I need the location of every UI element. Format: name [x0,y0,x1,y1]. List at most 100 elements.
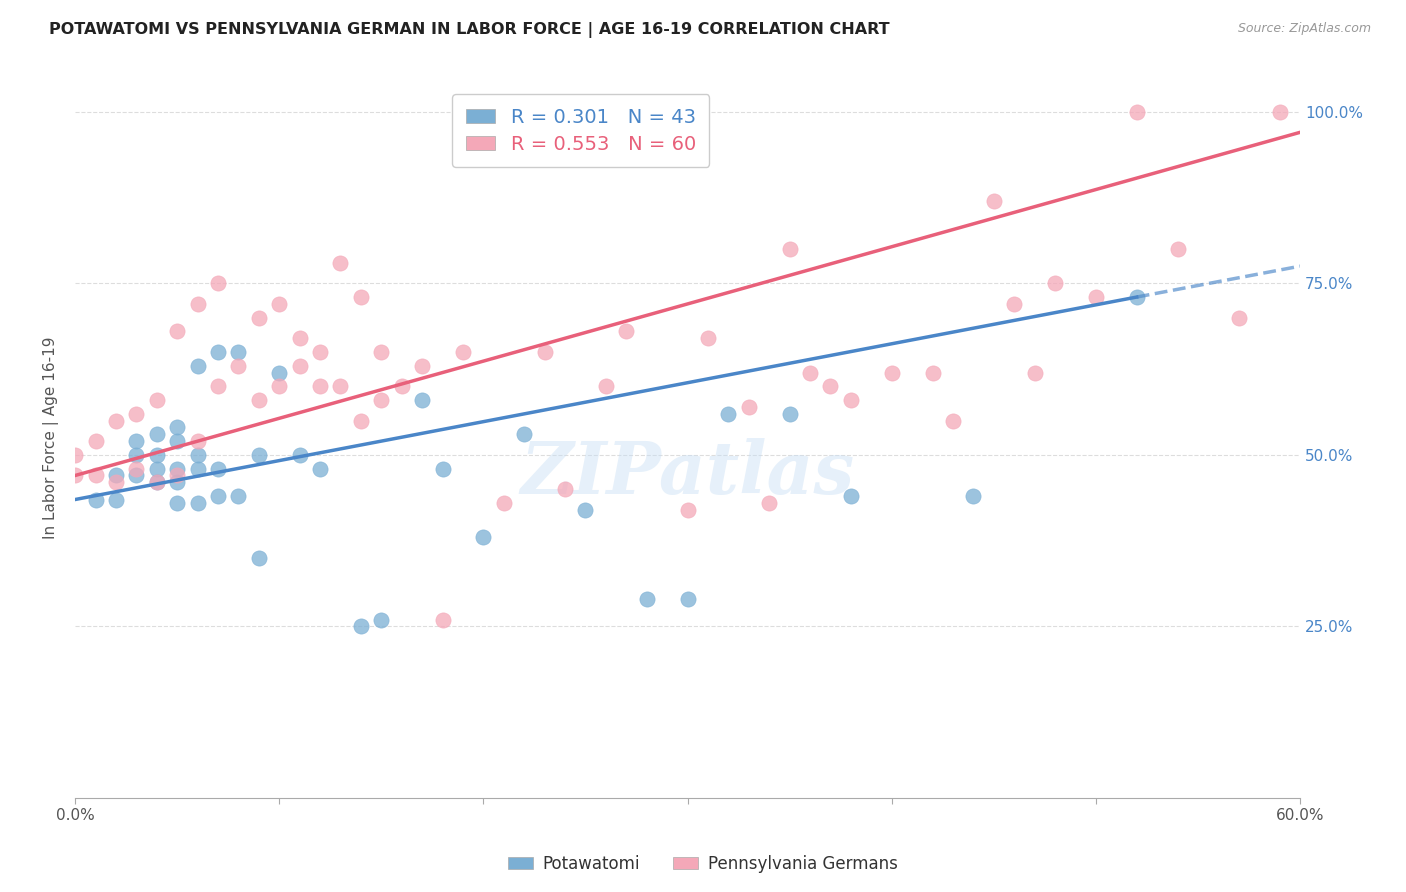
Point [187,297,209,311]
Point [697,331,720,345]
Point [187,496,209,510]
Point [614,324,637,338]
Point [228,345,250,359]
Point [145,427,167,442]
Point [166,461,188,475]
Point [350,290,373,304]
Point [104,414,127,428]
Point [269,366,291,380]
Point [1084,290,1107,304]
Point [370,345,392,359]
Point [472,530,495,544]
Text: Source: ZipAtlas.com: Source: ZipAtlas.com [1237,22,1371,36]
Y-axis label: In Labor Force | Age 16-19: In Labor Force | Age 16-19 [44,336,59,539]
Point [921,366,943,380]
Point [370,613,392,627]
Point [391,379,413,393]
Point [104,468,127,483]
Point [942,414,965,428]
Point [574,503,596,517]
Point [166,496,188,510]
Point [207,461,229,475]
Point [187,448,209,462]
Point [145,475,167,490]
Point [1227,310,1250,325]
Point [145,475,167,490]
Point [63,448,86,462]
Point [125,434,148,449]
Point [839,392,862,407]
Point [207,489,229,503]
Point [717,407,740,421]
Point [1043,277,1066,291]
Point [125,448,148,462]
Point [411,359,433,373]
Point [247,550,270,565]
Point [1268,104,1291,119]
Point [983,194,1005,208]
Point [370,392,392,407]
Point [451,345,474,359]
Point [63,468,86,483]
Point [880,366,903,380]
Point [187,434,209,449]
Text: ZIPatlas: ZIPatlas [520,438,855,509]
Point [125,468,148,483]
Point [166,475,188,490]
Point [166,324,188,338]
Point [309,461,332,475]
Point [166,434,188,449]
Point [820,379,842,393]
Point [676,592,699,607]
Point [799,366,821,380]
Point [104,475,127,490]
Legend: Potawatomi, Pennsylvania Germans: Potawatomi, Pennsylvania Germans [501,848,905,880]
Point [350,619,373,633]
Point [839,489,862,503]
Point [269,379,291,393]
Point [309,345,332,359]
Point [309,379,332,393]
Point [187,359,209,373]
Point [166,468,188,483]
Point [288,331,311,345]
Point [1024,366,1046,380]
Point [533,345,555,359]
Point [269,297,291,311]
Point [228,489,250,503]
Point [247,448,270,462]
Point [350,414,373,428]
Point [145,392,167,407]
Point [432,461,454,475]
Point [207,277,229,291]
Text: POTAWATOMI VS PENNSYLVANIA GERMAN IN LABOR FORCE | AGE 16-19 CORRELATION CHART: POTAWATOMI VS PENNSYLVANIA GERMAN IN LAB… [49,22,890,38]
Point [1125,290,1147,304]
Point [288,448,311,462]
Point [329,379,352,393]
Point [432,613,454,627]
Point [676,503,699,517]
Point [187,461,209,475]
Point [228,359,250,373]
Point [247,392,270,407]
Point [513,427,536,442]
Point [1125,104,1147,119]
Point [125,407,148,421]
Point [84,468,107,483]
Point [84,492,107,507]
Point [1167,242,1189,256]
Point [758,496,780,510]
Point [554,482,576,496]
Point [288,359,311,373]
Point [738,400,761,414]
Point [492,496,515,510]
Point [247,310,270,325]
Point [595,379,617,393]
Point [207,379,229,393]
Point [145,461,167,475]
Point [145,448,167,462]
Point [962,489,984,503]
Point [125,461,148,475]
Point [166,420,188,434]
Point [411,392,433,407]
